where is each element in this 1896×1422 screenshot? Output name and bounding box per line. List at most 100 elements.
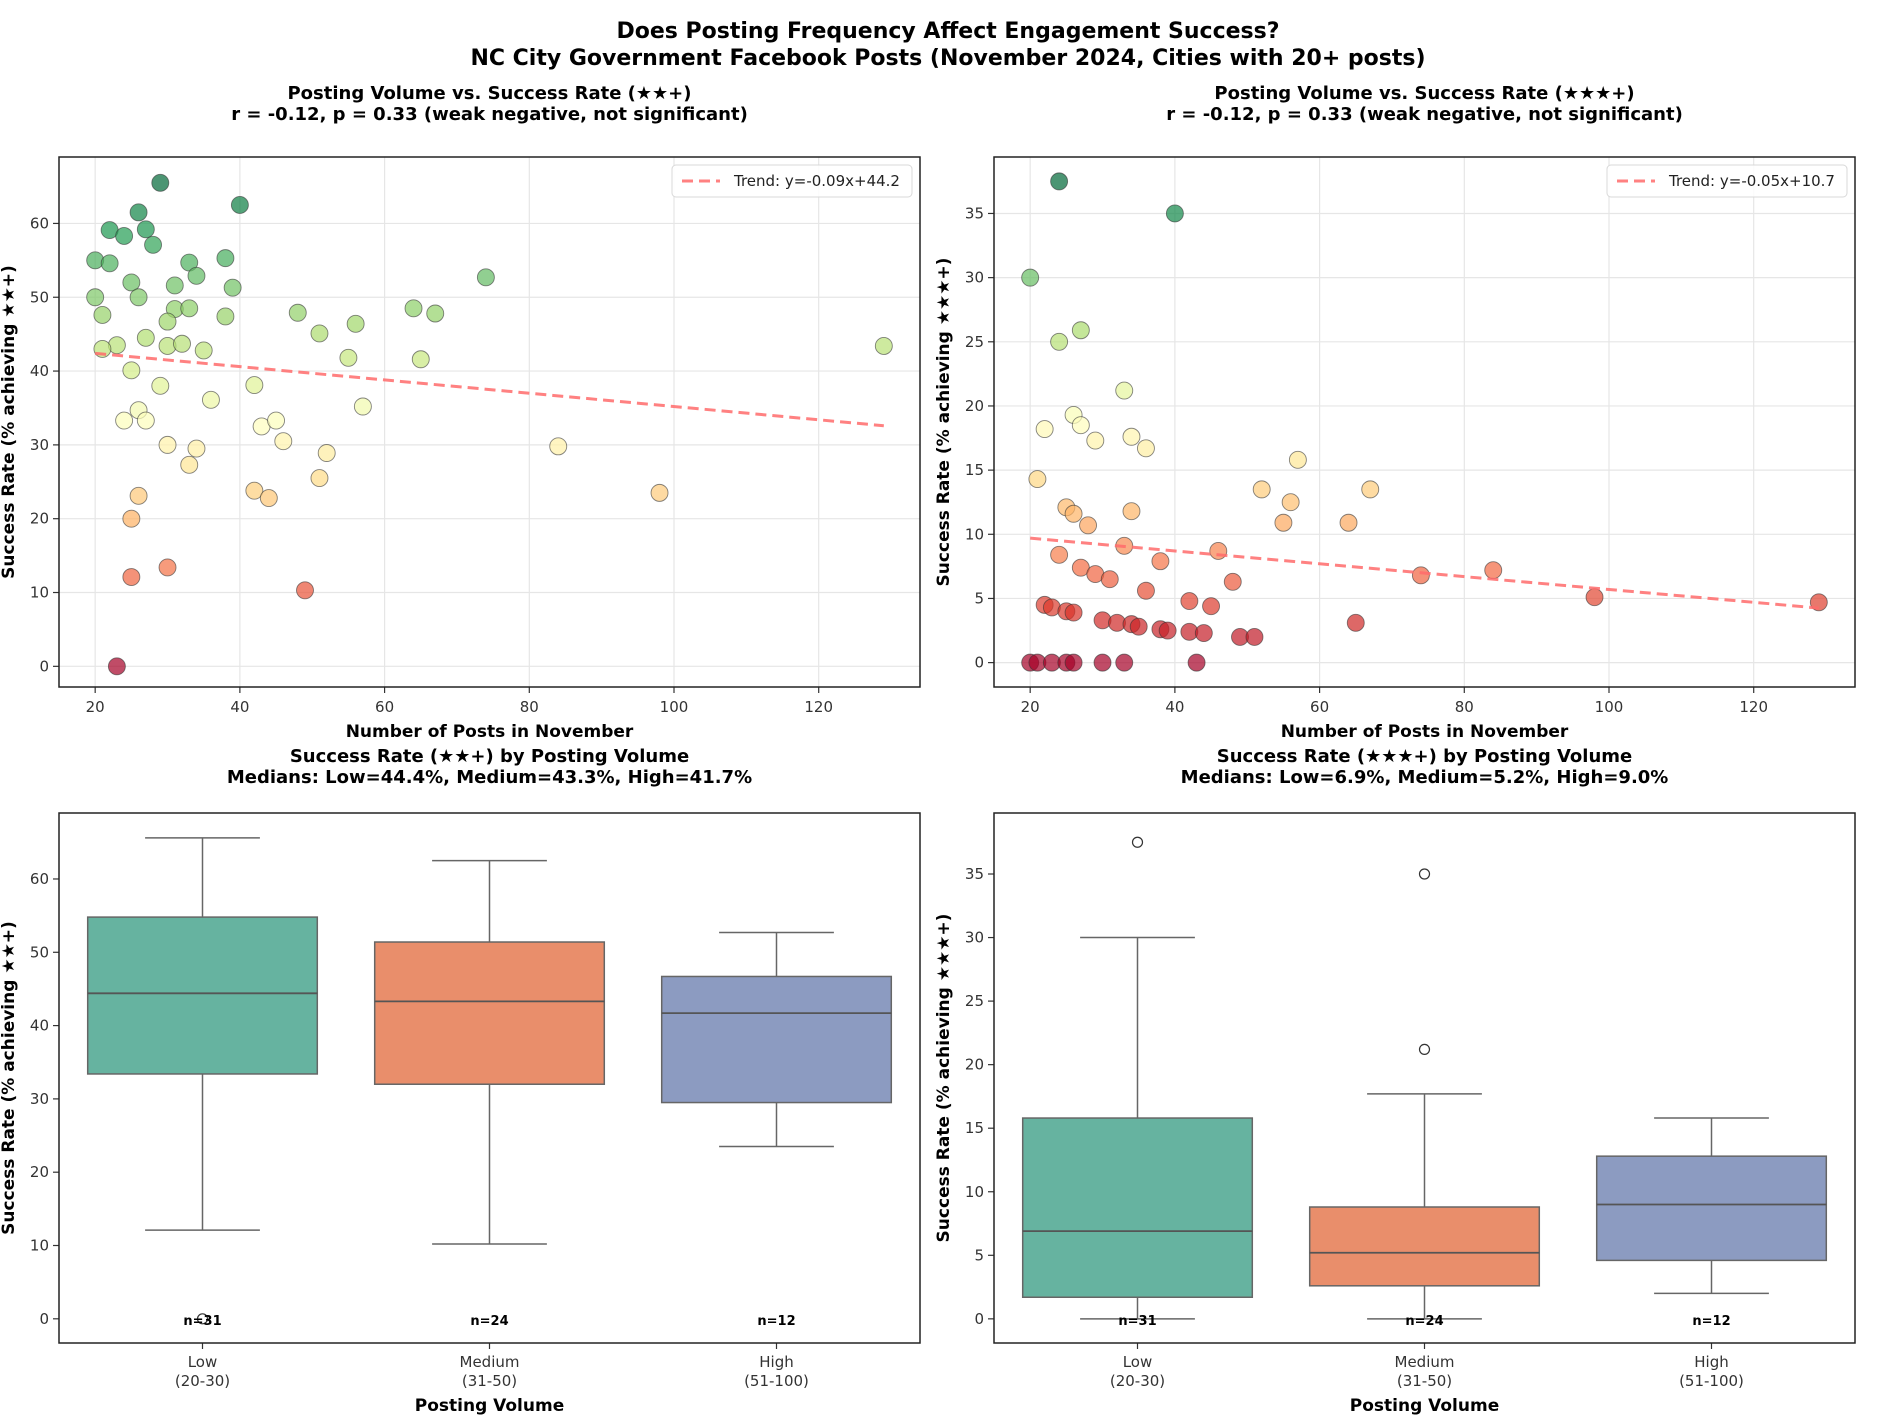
legend-box bbox=[1606, 164, 1848, 198]
trend-line bbox=[95, 351, 884, 428]
legend-trend-label: Trend: y=-0.09x+44.2 bbox=[733, 172, 900, 190]
scatter-point bbox=[1585, 588, 1604, 607]
sample-size-label: n=31 bbox=[183, 1314, 221, 1329]
scatter-point bbox=[216, 249, 235, 268]
scatter-point bbox=[1079, 516, 1098, 535]
scatter-point bbox=[1100, 570, 1119, 589]
y-tick-label: 15 bbox=[965, 461, 984, 479]
scatter-point bbox=[1064, 504, 1083, 523]
y-tick-label: 30 bbox=[30, 436, 49, 454]
scatter4-title: Posting Volume vs. Success Rate (★★★+) bbox=[1214, 83, 1634, 104]
x-tick-label: 20 bbox=[86, 698, 105, 716]
box3-xlabel: Posting Volume bbox=[415, 1396, 564, 1416]
scatter-point bbox=[353, 397, 372, 416]
scatter-point bbox=[1064, 603, 1083, 622]
x-tick-label: Medium bbox=[1395, 1353, 1455, 1371]
outlier-point bbox=[1418, 868, 1431, 880]
box-high: n=12 High(51-100) bbox=[660, 931, 893, 1390]
x-tick-label: 60 bbox=[1310, 698, 1329, 716]
scatter-point bbox=[1136, 581, 1155, 600]
box3-subtitle: Medians: Low=44.4%, Medium=43.3%, High=4… bbox=[227, 767, 752, 788]
scatter-point bbox=[1122, 427, 1141, 446]
scatter-point bbox=[1050, 545, 1069, 564]
scatter-point bbox=[317, 444, 336, 462]
x-tick-label: 120 bbox=[804, 698, 833, 716]
scatter-point bbox=[411, 350, 430, 369]
sample-size-label: n=24 bbox=[1405, 1314, 1443, 1329]
scatter-point bbox=[223, 278, 242, 297]
scatter-point bbox=[476, 268, 495, 287]
scatter-point bbox=[1071, 416, 1090, 435]
scatter4-panel: Posting Volume vs. Success Rate (★★★+)r … bbox=[934, 83, 1856, 742]
y-tick-label: 15 bbox=[965, 1119, 984, 1137]
scatter-point bbox=[173, 334, 191, 353]
scatter-point bbox=[1129, 617, 1148, 636]
scatter-point bbox=[1187, 653, 1206, 672]
scatter-point bbox=[1245, 628, 1264, 646]
legend-trend-label: Trend: y=-0.05x+10.7 bbox=[1668, 172, 1835, 190]
scatter-point bbox=[129, 203, 148, 222]
scatter-point bbox=[100, 254, 119, 273]
y-tick-label: 0 bbox=[974, 654, 984, 672]
y-tick-label: 40 bbox=[30, 1017, 49, 1035]
scatter4-subtitle: r = -0.12, p = 0.33 (weak negative, not … bbox=[1166, 104, 1683, 125]
scatter3-subtitle: r = -0.12, p = 0.33 (weak negative, not … bbox=[231, 104, 748, 125]
x-tick-label: 80 bbox=[520, 698, 539, 716]
y-tick-label: 20 bbox=[965, 1056, 984, 1074]
x-tick-label: High bbox=[1694, 1353, 1728, 1371]
box-iqr bbox=[1021, 1117, 1254, 1298]
scatter-point bbox=[136, 328, 155, 347]
scatter-point bbox=[1035, 420, 1054, 439]
x-tick-range: (51-100) bbox=[1679, 1372, 1744, 1390]
scatter-point bbox=[1180, 592, 1199, 610]
scatter-point bbox=[122, 273, 141, 292]
y-tick-label: 35 bbox=[965, 204, 984, 222]
sample-size-label: n=31 bbox=[1118, 1314, 1156, 1329]
scatter-point bbox=[1484, 561, 1503, 580]
scatter3-xlabel: Number of Posts in November bbox=[346, 722, 634, 742]
y-tick-label: 10 bbox=[965, 525, 984, 543]
scatter-point bbox=[1028, 470, 1047, 489]
sample-size-label: n=12 bbox=[1692, 1314, 1730, 1329]
x-tick-range: (51-100) bbox=[744, 1372, 809, 1390]
scatter-point bbox=[216, 307, 235, 326]
box-low: n=31 Low(20-30) bbox=[86, 837, 319, 1390]
sample-size-label: n=12 bbox=[757, 1314, 795, 1329]
scatter3-title: Posting Volume vs. Success Rate (★★+) bbox=[287, 83, 691, 104]
scatter-point bbox=[165, 276, 184, 295]
box-iqr bbox=[1595, 1155, 1828, 1262]
x-tick-label: Medium bbox=[460, 1353, 520, 1371]
box3-panel: Success Rate (★★+) by Posting VolumeMedi… bbox=[0, 746, 921, 1416]
scatter-point bbox=[136, 220, 155, 239]
scatter-point bbox=[1274, 513, 1293, 532]
x-tick-label: 40 bbox=[1165, 698, 1184, 716]
scatter-point bbox=[136, 411, 155, 430]
scatter-point bbox=[310, 469, 329, 488]
scatter-point bbox=[122, 568, 141, 586]
scatter-point bbox=[180, 455, 199, 474]
x-tick-label: 80 bbox=[1455, 698, 1474, 716]
scatter-point bbox=[267, 411, 286, 430]
scatter-point bbox=[1361, 480, 1380, 499]
x-tick-label: 60 bbox=[375, 698, 394, 716]
box-iqr bbox=[86, 916, 319, 1075]
y-tick-label: 20 bbox=[30, 510, 49, 528]
scatter-point bbox=[1252, 480, 1271, 499]
x-tick-label: 120 bbox=[1739, 698, 1768, 716]
scatter-point bbox=[158, 435, 177, 454]
scatter-point bbox=[549, 437, 568, 456]
scatter-point bbox=[1165, 204, 1184, 223]
scatter-point bbox=[1071, 321, 1090, 340]
figure-title: Does Posting Frequency Affect Engagement… bbox=[0, 18, 1896, 72]
y-tick-label: 0 bbox=[974, 1310, 984, 1328]
box3-ylabel: Success Rate (% achieving ★★+) bbox=[0, 921, 19, 1235]
y-tick-label: 0 bbox=[39, 657, 49, 675]
y-tick-label: 5 bbox=[974, 589, 984, 607]
scatter-point bbox=[86, 251, 105, 270]
y-tick-label: 30 bbox=[965, 929, 984, 947]
x-tick-label: 100 bbox=[1595, 698, 1624, 716]
scatter-point bbox=[151, 173, 170, 192]
scatter-point bbox=[1115, 653, 1134, 672]
scatter-point bbox=[122, 361, 141, 380]
